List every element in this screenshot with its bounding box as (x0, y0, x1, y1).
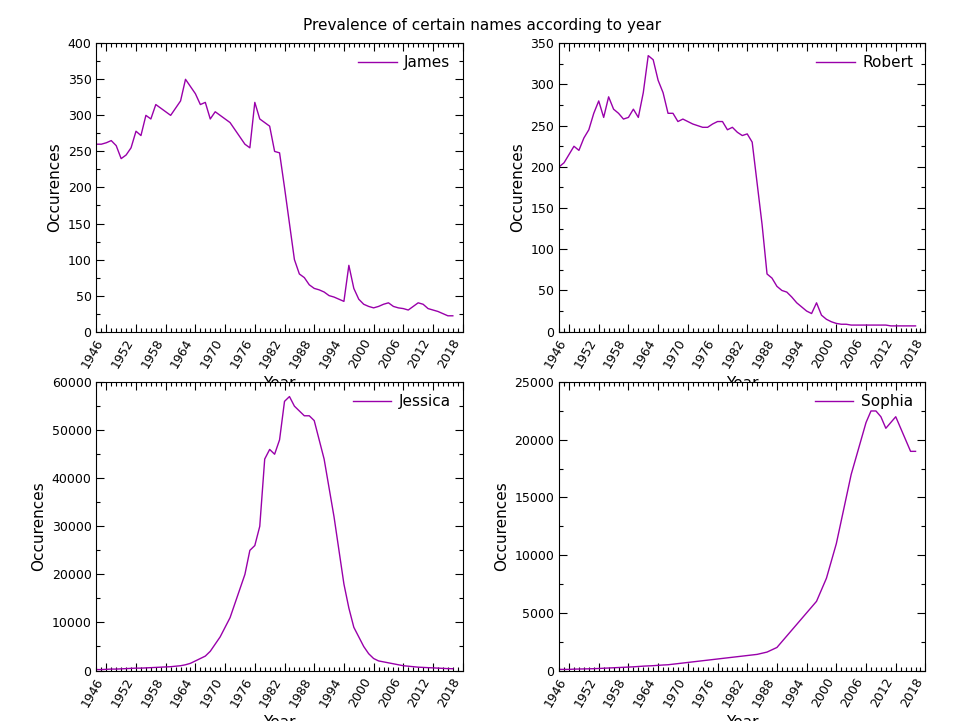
Y-axis label: Occurences: Occurences (510, 143, 524, 232)
Y-axis label: Occurences: Occurences (31, 482, 46, 571)
X-axis label: Year: Year (726, 376, 759, 392)
Legend: Jessica: Jessica (348, 390, 455, 414)
Text: Prevalence of certain names according to year: Prevalence of certain names according to… (303, 18, 661, 33)
X-axis label: Year: Year (726, 715, 759, 721)
Legend: Sophia: Sophia (811, 390, 918, 414)
X-axis label: Year: Year (263, 715, 296, 721)
Y-axis label: Occurences: Occurences (494, 482, 509, 571)
Legend: Robert: Robert (812, 51, 918, 75)
X-axis label: Year: Year (263, 376, 296, 392)
Legend: James: James (354, 51, 455, 75)
Y-axis label: Occurences: Occurences (47, 143, 62, 232)
